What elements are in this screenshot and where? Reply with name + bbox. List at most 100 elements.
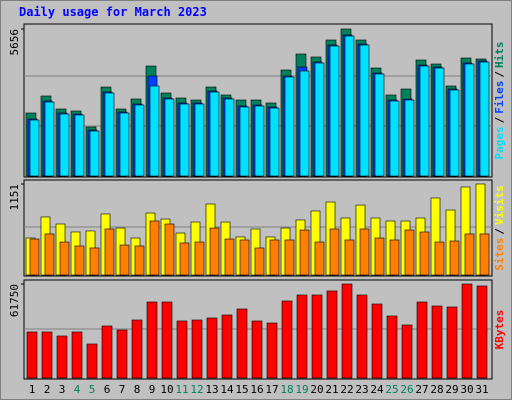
bar: [149, 85, 160, 177]
bar: [266, 322, 278, 379]
bar: [26, 331, 38, 379]
bar: [416, 301, 428, 379]
legend-entry: Visits: [493, 185, 506, 225]
bar: [29, 238, 40, 276]
y-tick-label: 5656: [8, 29, 21, 56]
bar: [479, 233, 490, 276]
legend-entry: Hits: [493, 42, 506, 69]
bar: [374, 237, 385, 276]
bar: [434, 241, 445, 276]
x-tick-label: 15: [235, 383, 248, 396]
bar: [254, 105, 265, 177]
bar: [146, 301, 158, 379]
bar: [419, 231, 430, 276]
bar: [389, 239, 400, 276]
x-tick-label: 11: [175, 383, 188, 396]
x-tick-label: 25: [385, 383, 398, 396]
bar: [386, 315, 398, 379]
bar: [104, 92, 115, 177]
bar: [86, 343, 98, 379]
bar: [134, 104, 145, 177]
chart-title: Daily usage for March 2023: [19, 5, 207, 19]
bar: [206, 317, 218, 379]
x-tick-label: 20: [310, 383, 323, 396]
bar: [179, 103, 190, 177]
bar: [254, 247, 265, 276]
bar: [164, 98, 175, 177]
bar: [239, 239, 250, 276]
bar: [209, 227, 220, 276]
bar: [209, 91, 220, 177]
bar: [374, 73, 385, 177]
bar: [401, 324, 413, 379]
bar: [329, 45, 340, 177]
bar: [449, 240, 460, 276]
bar: [404, 229, 415, 276]
bar: [89, 130, 100, 177]
bar: [461, 283, 473, 379]
x-tick-label: 22: [340, 383, 353, 396]
bar: [29, 119, 40, 177]
bar: [281, 300, 293, 379]
x-tick-label: 31: [475, 383, 488, 396]
x-tick-label: 4: [74, 383, 81, 396]
x-tick-label: 7: [119, 383, 126, 396]
bar: [131, 319, 143, 379]
bar: [224, 98, 235, 177]
bar: [464, 63, 475, 177]
legend-separator: /: [493, 228, 506, 235]
y-tick-label: 61750: [8, 284, 21, 317]
bar: [299, 70, 310, 177]
bar: [164, 223, 175, 276]
bar: [269, 107, 280, 177]
x-tick-label: 28: [430, 383, 443, 396]
bar: [299, 229, 310, 276]
bar: [446, 306, 458, 379]
bar: [176, 320, 188, 379]
x-tick-label: 13: [205, 383, 218, 396]
bar: [104, 228, 115, 276]
bar: [326, 290, 338, 379]
bar: [89, 247, 100, 276]
x-tick-label: 2: [44, 383, 51, 396]
bar: [191, 319, 203, 379]
x-tick-label: 12: [190, 383, 203, 396]
bar: [119, 244, 130, 276]
x-tick-label: 5: [89, 383, 96, 396]
x-tick-label: 6: [104, 383, 111, 396]
bar: [359, 44, 370, 177]
bar: [74, 245, 85, 276]
x-tick-label: 9: [149, 383, 156, 396]
bar: [404, 99, 415, 177]
legend-separator: /: [493, 71, 506, 78]
bar: [116, 329, 128, 379]
bar: [314, 241, 325, 276]
x-tick-label: 21: [325, 383, 338, 396]
bar: [476, 285, 488, 379]
x-tick-label: 17: [265, 383, 278, 396]
bar: [59, 113, 70, 177]
legend-entry: Sites: [493, 238, 506, 271]
bar: [314, 62, 325, 177]
bar: [269, 239, 280, 276]
bar: [371, 303, 383, 379]
bar: [356, 294, 368, 379]
legend-entry: Files: [493, 81, 506, 114]
bar: [74, 114, 85, 177]
bar: [296, 294, 308, 379]
bar: [389, 100, 400, 177]
bar: [419, 65, 430, 177]
bar: [71, 331, 83, 379]
bar: [56, 335, 68, 379]
x-tick-label: 1: [29, 383, 36, 396]
bar: [101, 325, 113, 379]
bar: [359, 228, 370, 276]
x-tick-label: 3: [59, 383, 66, 396]
x-tick-label: 29: [445, 383, 458, 396]
x-tick-label: 19: [295, 383, 308, 396]
legend-entry: Pages: [493, 126, 506, 159]
x-tick-label: 14: [220, 383, 234, 396]
bar: [59, 241, 70, 276]
bar: [329, 228, 340, 276]
